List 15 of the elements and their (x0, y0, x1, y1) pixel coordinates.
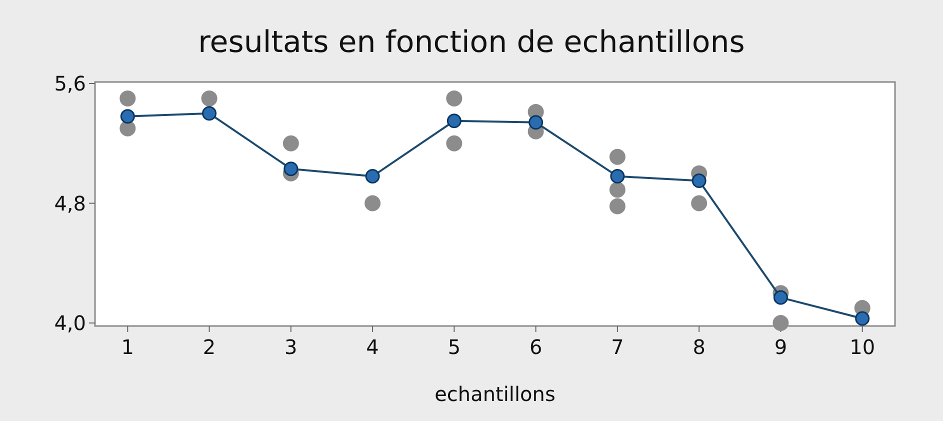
x-tick-label: 2 (202, 335, 216, 359)
x-axis-title: echantillons (434, 382, 556, 406)
y-tick-label: 4,8 (54, 191, 86, 216)
x-tick-label: 6 (529, 335, 542, 359)
x-tick-label: 9 (774, 335, 788, 359)
x-tick-label: 10 (850, 335, 876, 359)
x-tick-label: 4 (366, 335, 379, 359)
y-tick-label: 5,6 (54, 71, 86, 96)
x-tick-label: 1 (121, 335, 134, 359)
chart-title: resultats en fonction de echantillons (198, 25, 745, 60)
x-tick-label: 5 (448, 335, 461, 359)
x-tick-label: 7 (611, 335, 624, 359)
x-tick-label: 3 (284, 335, 298, 359)
y-tick-label: 4,0 (54, 311, 86, 336)
x-tick-label: 8 (692, 335, 706, 359)
